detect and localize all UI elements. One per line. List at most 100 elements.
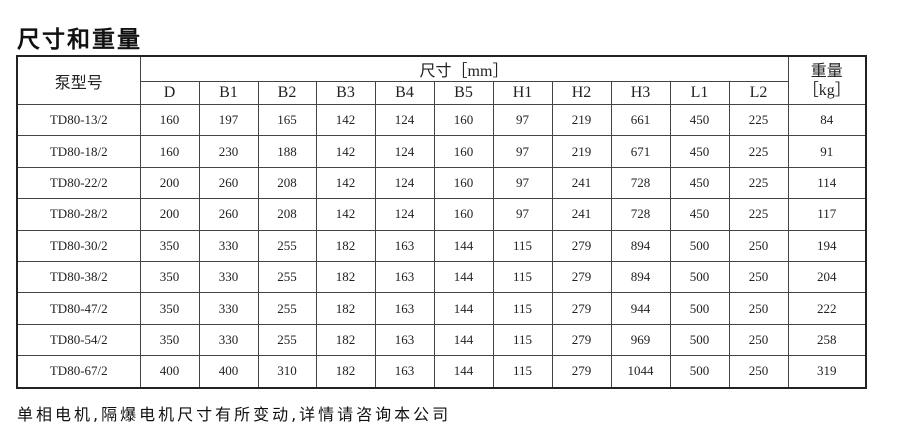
- dimension-cell-l1: 450: [669, 135, 730, 168]
- dimension-cell-b4: 163: [374, 229, 435, 262]
- dimension-cell-l2: 225: [728, 166, 789, 200]
- dimensions-header: 尺寸［mm］: [139, 55, 789, 82]
- dimension-cell-b4: 163: [374, 260, 435, 294]
- dimension-cell-h1: 115: [492, 323, 553, 357]
- dimension-cell-b4: 163: [374, 292, 435, 325]
- dimension-cell-b3: 182: [315, 260, 376, 294]
- weight-cell: 319: [787, 355, 867, 389]
- table-row: TD80-22/2 200 260 208 142 124 160 97 241 728 450 22…: [16, 166, 867, 200]
- model-header: 泵型号: [16, 55, 141, 105]
- dimension-cell-h3: 728: [610, 198, 671, 231]
- model-cell: TD80-54/2: [16, 323, 141, 357]
- weight-cell: 114: [787, 166, 867, 200]
- dimension-cell-h3: 1044: [610, 355, 671, 389]
- dimension-cell-d: 350: [139, 229, 200, 262]
- dimension-cell-b2: 208: [257, 166, 317, 200]
- column-header-b5: B5: [433, 81, 494, 105]
- model-cell: TD80-30/2: [16, 229, 141, 262]
- weight-header-label: 重量: [810, 62, 843, 80]
- weight-cell: 91: [787, 135, 867, 168]
- dimension-cell-h3: 894: [610, 229, 671, 262]
- dimension-cell-h2: 279: [551, 229, 612, 262]
- dimensions-weight-table: 泵型号 尺寸［mm］ 重量 ［kg］ D B1 B2 B3 B4 B5 H1 H2 H3 L1 L2…: [16, 55, 867, 389]
- column-header-b4: B4: [374, 81, 435, 105]
- weight-cell: 194: [787, 229, 867, 262]
- dimension-cell-b1: 330: [198, 323, 259, 357]
- dimension-cell-b2: 255: [257, 292, 317, 325]
- dimension-cell-b5: 160: [433, 166, 494, 200]
- dimension-cell-d: 400: [139, 355, 200, 389]
- dimension-cell-b2: 165: [257, 103, 317, 137]
- column-header-d: D: [139, 81, 200, 105]
- table-row: TD80-18/2 160 230 188 142 124 160 97 219 671 450 22…: [16, 135, 867, 168]
- dimension-cell-l1: 500: [669, 260, 730, 294]
- column-header-h2: H2: [551, 81, 612, 105]
- dimension-cell-b5: 160: [433, 135, 494, 168]
- dimension-cell-l1: 500: [669, 323, 730, 357]
- dimension-cell-d: 200: [139, 166, 200, 200]
- weight-header-unit: ［kg］: [802, 81, 851, 99]
- model-cell: TD80-22/2: [16, 166, 141, 200]
- dimension-cell-h2: 279: [551, 292, 612, 325]
- dimension-cell-h3: 661: [610, 103, 671, 137]
- dimension-cell-d: 350: [139, 323, 200, 357]
- weight-cell: 84: [787, 103, 867, 137]
- dimension-cell-b4: 163: [374, 355, 435, 389]
- dimension-cell-h2: 279: [551, 260, 612, 294]
- dimension-cell-h2: 279: [551, 323, 612, 357]
- dimension-cell-h1: 97: [492, 166, 553, 200]
- dimension-cell-h2: 241: [551, 166, 612, 200]
- dimension-cell-l2: 250: [728, 323, 789, 357]
- weight-cell: 117: [787, 198, 867, 231]
- dimension-cell-h1: 115: [492, 229, 553, 262]
- dimension-cell-h1: 115: [492, 260, 553, 294]
- dimension-cell-h3: 728: [610, 166, 671, 200]
- model-cell: TD80-38/2: [16, 260, 141, 294]
- weight-cell: 204: [787, 260, 867, 294]
- dimension-cell-b1: 230: [198, 135, 259, 168]
- dimension-cell-l1: 450: [669, 166, 730, 200]
- dimension-cell-h1: 97: [492, 198, 553, 231]
- dimension-cell-h2: 241: [551, 198, 612, 231]
- dimension-cell-b5: 144: [433, 292, 494, 325]
- dimension-cell-d: 160: [139, 103, 200, 137]
- dimension-cell-b5: 144: [433, 229, 494, 262]
- dimension-cell-b1: 330: [198, 260, 259, 294]
- dimension-cell-l1: 450: [669, 198, 730, 231]
- dimension-cell-b3: 182: [315, 355, 376, 389]
- weight-header: 重量 ［kg］: [787, 55, 867, 105]
- dimension-cell-d: 160: [139, 135, 200, 168]
- model-cell: TD80-28/2: [16, 198, 141, 231]
- dimension-cell-d: 200: [139, 198, 200, 231]
- dimension-cell-l2: 250: [728, 355, 789, 389]
- column-header-h1: H1: [492, 81, 553, 105]
- table-row: TD80-30/2 350 330 255 182 163 144 115 279 894 500 2…: [16, 229, 867, 262]
- weight-cell: 258: [787, 323, 867, 357]
- model-cell: TD80-13/2: [16, 103, 141, 137]
- dimension-cell-b5: 144: [433, 355, 494, 389]
- dimension-cell-b3: 182: [315, 323, 376, 357]
- dimension-cell-b2: 310: [257, 355, 317, 389]
- dimension-cell-h3: 944: [610, 292, 671, 325]
- dimension-cell-b1: 330: [198, 292, 259, 325]
- dimension-cell-l1: 500: [669, 355, 730, 389]
- dimension-cell-l1: 500: [669, 292, 730, 325]
- dimension-cell-l2: 250: [728, 292, 789, 325]
- dimension-cell-h2: 219: [551, 103, 612, 137]
- dimension-cell-h3: 894: [610, 260, 671, 294]
- dimension-cell-l2: 250: [728, 229, 789, 262]
- dimension-cell-b4: 124: [374, 198, 435, 231]
- dimension-cell-b5: 160: [433, 198, 494, 231]
- dimension-cell-b2: 188: [257, 135, 317, 168]
- dimension-cell-b1: 400: [198, 355, 259, 389]
- dimension-cell-d: 350: [139, 260, 200, 294]
- dimension-cell-b3: 182: [315, 229, 376, 262]
- table-row: TD80-28/2 200 260 208 142 124 160 97 241 728 450 22…: [16, 198, 867, 231]
- table-row: TD80-67/2 400 400 310 182 163 144 115 279 1044 500…: [16, 355, 867, 389]
- dimension-cell-b2: 208: [257, 198, 317, 231]
- dimension-cell-b5: 144: [433, 260, 494, 294]
- dimension-cell-l1: 450: [669, 103, 730, 137]
- column-header-h3: H3: [610, 81, 671, 105]
- dimension-cell-b3: 142: [315, 135, 376, 168]
- column-header-l1: L1: [669, 81, 730, 105]
